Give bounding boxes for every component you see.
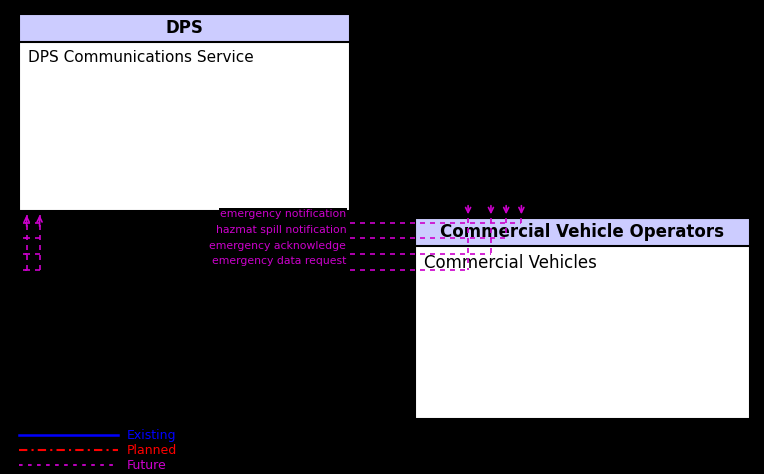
Text: Existing: Existing — [127, 428, 176, 442]
Bar — [415, 218, 749, 246]
Text: DPS: DPS — [166, 19, 203, 37]
Text: emergency data request: emergency data request — [212, 256, 346, 266]
Text: Commercial Vehicles: Commercial Vehicles — [424, 254, 597, 272]
Text: Future: Future — [127, 459, 167, 472]
Text: Planned: Planned — [127, 444, 177, 457]
Bar — [19, 14, 350, 211]
Text: emergency acknowledge: emergency acknowledge — [209, 241, 346, 251]
Text: DPS Communications Service: DPS Communications Service — [28, 50, 254, 65]
Bar — [415, 218, 749, 419]
Text: emergency notification: emergency notification — [220, 210, 346, 219]
Text: Commercial Vehicle Operators: Commercial Vehicle Operators — [440, 223, 724, 241]
Text: hazmat spill notification: hazmat spill notification — [215, 225, 346, 235]
Bar — [19, 14, 350, 42]
